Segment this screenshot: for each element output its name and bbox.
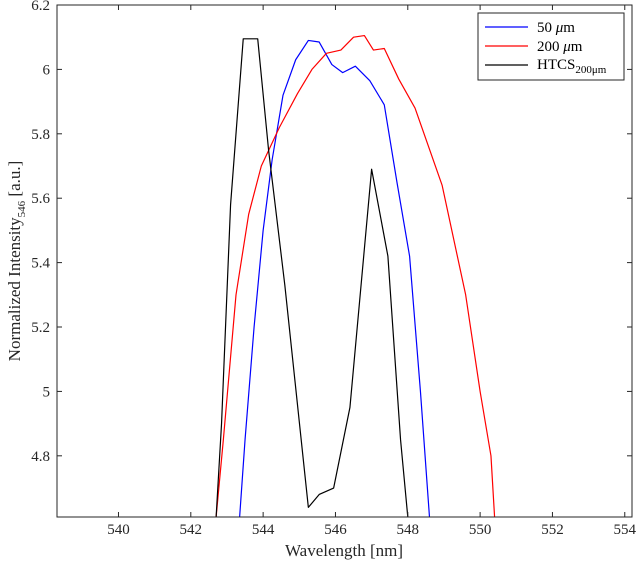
x-tick-label: 542 <box>180 522 203 538</box>
series-line-200um <box>215 34 496 517</box>
x-tick-label: 552 <box>541 522 564 538</box>
series-layer <box>215 34 496 517</box>
y-tick-label: 5.6 <box>31 191 50 207</box>
y-axis-label-unit: [a.u.] <box>5 161 24 201</box>
y-tick-label: 5.4 <box>31 256 50 272</box>
x-tick-label: 544 <box>252 522 275 538</box>
series-line-htcs <box>215 38 409 517</box>
x-tick-label: 546 <box>324 522 347 538</box>
y-axis-label-subscript: 546 <box>16 200 28 217</box>
y-tick-label: 5.8 <box>31 127 50 143</box>
legend-label-200um: 200 μm <box>537 39 583 55</box>
y-axis-label-main: Normalized Intensity <box>5 217 24 361</box>
x-tick-label: 540 <box>107 522 130 538</box>
legend-label-50um: 50 μm <box>537 20 575 36</box>
x-axis-label: Wavelength [nm] <box>285 541 403 560</box>
x-tick-label: 550 <box>469 522 492 538</box>
y-tick-label: 4.8 <box>31 449 50 465</box>
y-axis-label: Normalized Intensity546 [a.u.] <box>5 161 28 362</box>
y-tick-label: 6.2 <box>31 0 50 14</box>
y-tick-label: 6 <box>43 62 51 78</box>
legend-label-htcs: HTCS200μm <box>537 57 607 76</box>
x-tick-label: 554 <box>614 522 637 538</box>
axes-frame <box>56 4 633 518</box>
legend: 50 μm 200 μm HTCS200μm <box>477 12 625 81</box>
y-tick-label: 5 <box>43 384 51 400</box>
y-tick-label: 5.2 <box>31 320 50 336</box>
plot-area <box>57 5 632 517</box>
x-tick-label: 548 <box>397 522 420 538</box>
tick-layer: 540 542 544 546 548 550 552 554 4.8 5 5.2 5.4 5.6 5.8… <box>31 0 636 538</box>
series-line-50um <box>239 39 431 517</box>
